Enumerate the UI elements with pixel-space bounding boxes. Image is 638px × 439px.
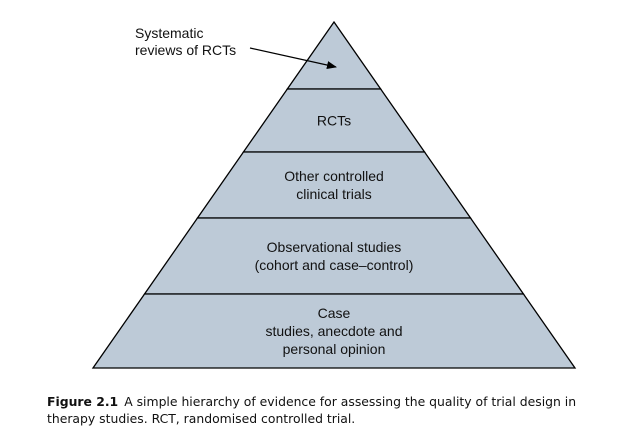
tier-other-controlled-trials-label: clinical trials: [296, 186, 371, 202]
callout-label: reviews of RCTs: [135, 42, 236, 58]
tier-observational-studies-label: Observational studies: [267, 239, 402, 255]
tier-rcts-label: RCTs: [317, 113, 351, 129]
tier-observational-studies-label: (cohort and case–control): [255, 257, 414, 273]
tier-case-studies-label: studies, anecdote and: [266, 323, 403, 339]
figure-caption-text: A simple hierarchy of evidence for asses…: [47, 394, 577, 426]
callout-arrow: [249, 47, 337, 69]
tier-case-studies-label: personal opinion: [283, 341, 386, 357]
tier-other-controlled-trials-label: Other controlled: [284, 168, 384, 184]
tier-other-controlled-trials: [196, 151, 472, 219]
figure-label: Figure 2.1: [47, 394, 119, 409]
tier-systematic-reviews: [286, 20, 382, 90]
callout-label: Systematic: [135, 25, 203, 41]
tier-case-studies: [91, 293, 577, 369]
figure-caption: Figure 2.1 A simple hierarchy of evidence…: [47, 393, 627, 427]
evidence-pyramid: RCTs Other controlled clinical trials Obser…: [91, 20, 577, 369]
tier-case-studies-label: Case: [318, 305, 351, 321]
tier-observational-studies: [143, 217, 525, 295]
